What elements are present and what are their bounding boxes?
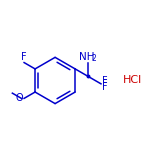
Text: F: F xyxy=(102,81,107,92)
Text: NH: NH xyxy=(79,52,94,62)
Text: F: F xyxy=(102,76,107,86)
Text: HCl: HCl xyxy=(123,76,142,85)
Text: 2: 2 xyxy=(92,54,97,63)
Text: O: O xyxy=(16,93,23,103)
Text: F: F xyxy=(21,52,26,62)
Text: F: F xyxy=(102,79,107,89)
